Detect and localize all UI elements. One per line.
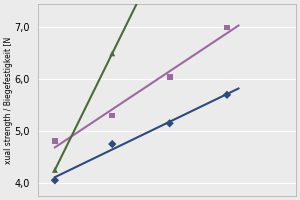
Point: [167, 75, 172, 78]
Point: [225, 93, 230, 96]
Point: [225, 26, 230, 29]
Y-axis label: xual strength / Biegefestigkeit [N: xual strength / Biegefestigkeit [N: [4, 36, 13, 164]
Point: [52, 179, 57, 182]
Point: [110, 52, 115, 55]
Point: [110, 142, 115, 146]
Point: [52, 168, 57, 172]
Point: [167, 122, 172, 125]
Point: [110, 114, 115, 117]
Point: [52, 140, 57, 143]
